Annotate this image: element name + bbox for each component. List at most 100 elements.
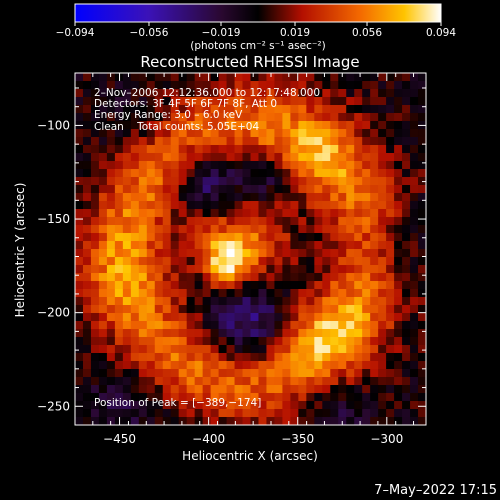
heatmap-cell [234, 409, 244, 418]
heatmap-cell [258, 353, 268, 362]
heatmap-cell [370, 273, 379, 282]
heatmap-cell [282, 241, 291, 250]
heatmap-cell [162, 289, 172, 298]
heatmap-cell [266, 169, 276, 178]
heatmap-cell [306, 209, 315, 218]
heatmap-cell [354, 377, 363, 386]
heatmap-cell [75, 257, 84, 266]
heatmap-cell [418, 97, 426, 106]
heatmap-cell [138, 337, 148, 346]
heatmap-cell [386, 97, 395, 106]
heatmap-cell [170, 353, 180, 362]
y-tick-label: −100 [37, 118, 70, 132]
heatmap-cell [346, 401, 355, 410]
heatmap-cell [410, 273, 419, 282]
heatmap-cell [202, 273, 212, 282]
heatmap-cell [146, 161, 156, 170]
heatmap-cell [138, 329, 148, 338]
heatmap-cell [362, 193, 371, 202]
heatmap-cell [346, 129, 355, 138]
heatmap-cell [418, 265, 426, 274]
heatmap-cell [258, 129, 268, 138]
heatmap-cell [266, 105, 276, 114]
heatmap-cell [178, 249, 188, 258]
heatmap-cell [330, 273, 339, 282]
heatmap-cell [346, 81, 355, 90]
heatmap-cell [354, 89, 363, 98]
heatmap-cell [194, 233, 204, 242]
heatmap-cell [258, 225, 268, 234]
heatmap-cell [178, 337, 188, 346]
heatmap-cell [298, 409, 307, 418]
heatmap-cell [218, 105, 228, 114]
heatmap-cell [106, 297, 116, 306]
heatmap-cell [274, 377, 284, 386]
heatmap-cell [186, 321, 196, 330]
heatmap-cell [338, 105, 347, 114]
heatmap-cell [410, 409, 419, 418]
heatmap-cell [250, 113, 260, 122]
heatmap-cell [290, 225, 299, 234]
heatmap-cell [114, 409, 124, 418]
heatmap-cell [346, 265, 355, 274]
heatmap-cell [106, 201, 116, 210]
heatmap-cell [98, 393, 108, 402]
heatmap-cell [218, 233, 228, 242]
heatmap-cell [266, 377, 276, 386]
heatmap-cell [250, 241, 260, 250]
heatmap-cell [98, 97, 108, 106]
heatmap-cell [274, 369, 284, 378]
heatmap-cell [250, 145, 260, 154]
heatmap-cell [202, 193, 212, 202]
heatmap-cell [122, 193, 132, 202]
heatmap-cell [178, 329, 188, 338]
heatmap-cell [162, 305, 172, 314]
heatmap-cell [138, 289, 148, 298]
heatmap-cell [338, 345, 347, 354]
heatmap-cell [162, 185, 172, 194]
heatmap-cell [122, 233, 132, 242]
heatmap-cell [338, 185, 347, 194]
heatmap-cell [114, 121, 124, 130]
heatmap-cell [314, 161, 323, 170]
heatmap-cell [75, 329, 84, 338]
heatmap-cell [90, 369, 100, 378]
heatmap-cell [418, 337, 426, 346]
heatmap-cell [282, 233, 291, 242]
heatmap-cell [170, 233, 180, 242]
heatmap-cell [130, 113, 140, 122]
heatmap-cell [282, 169, 291, 178]
heatmap-cell [106, 89, 116, 98]
heatmap-cell [162, 353, 172, 362]
heatmap-cell [114, 169, 124, 178]
heatmap-cell [314, 225, 323, 234]
heatmap-cell [410, 369, 419, 378]
heatmap-cell [170, 393, 180, 402]
heatmap-cell [306, 121, 315, 130]
heatmap-cell [170, 89, 180, 98]
heatmap-cell [178, 81, 188, 90]
heatmap-cell [98, 297, 108, 306]
heatmap-cell [226, 249, 236, 258]
heatmap-cell [98, 257, 108, 266]
heatmap-cell [210, 369, 220, 378]
heatmap-cell [402, 233, 411, 242]
heatmap-cell [418, 329, 426, 338]
heatmap-cell [410, 129, 419, 138]
heatmap-cell [402, 321, 411, 330]
heatmap-cell [282, 385, 291, 394]
heatmap-cell [98, 233, 108, 242]
heatmap-cell [98, 321, 108, 330]
heatmap-cell [298, 281, 307, 290]
heatmap-cell [106, 113, 116, 122]
heatmap-cell [218, 329, 228, 338]
heatmap-cell [194, 257, 204, 266]
heatmap-cell [274, 161, 284, 170]
heatmap-cell [218, 377, 228, 386]
heatmap-cell [410, 225, 419, 234]
heatmap-cell [298, 265, 307, 274]
heatmap-cell [354, 217, 363, 226]
heatmap-cell [162, 137, 172, 146]
heatmap-cell [242, 153, 252, 162]
heatmap-cell [154, 73, 164, 82]
